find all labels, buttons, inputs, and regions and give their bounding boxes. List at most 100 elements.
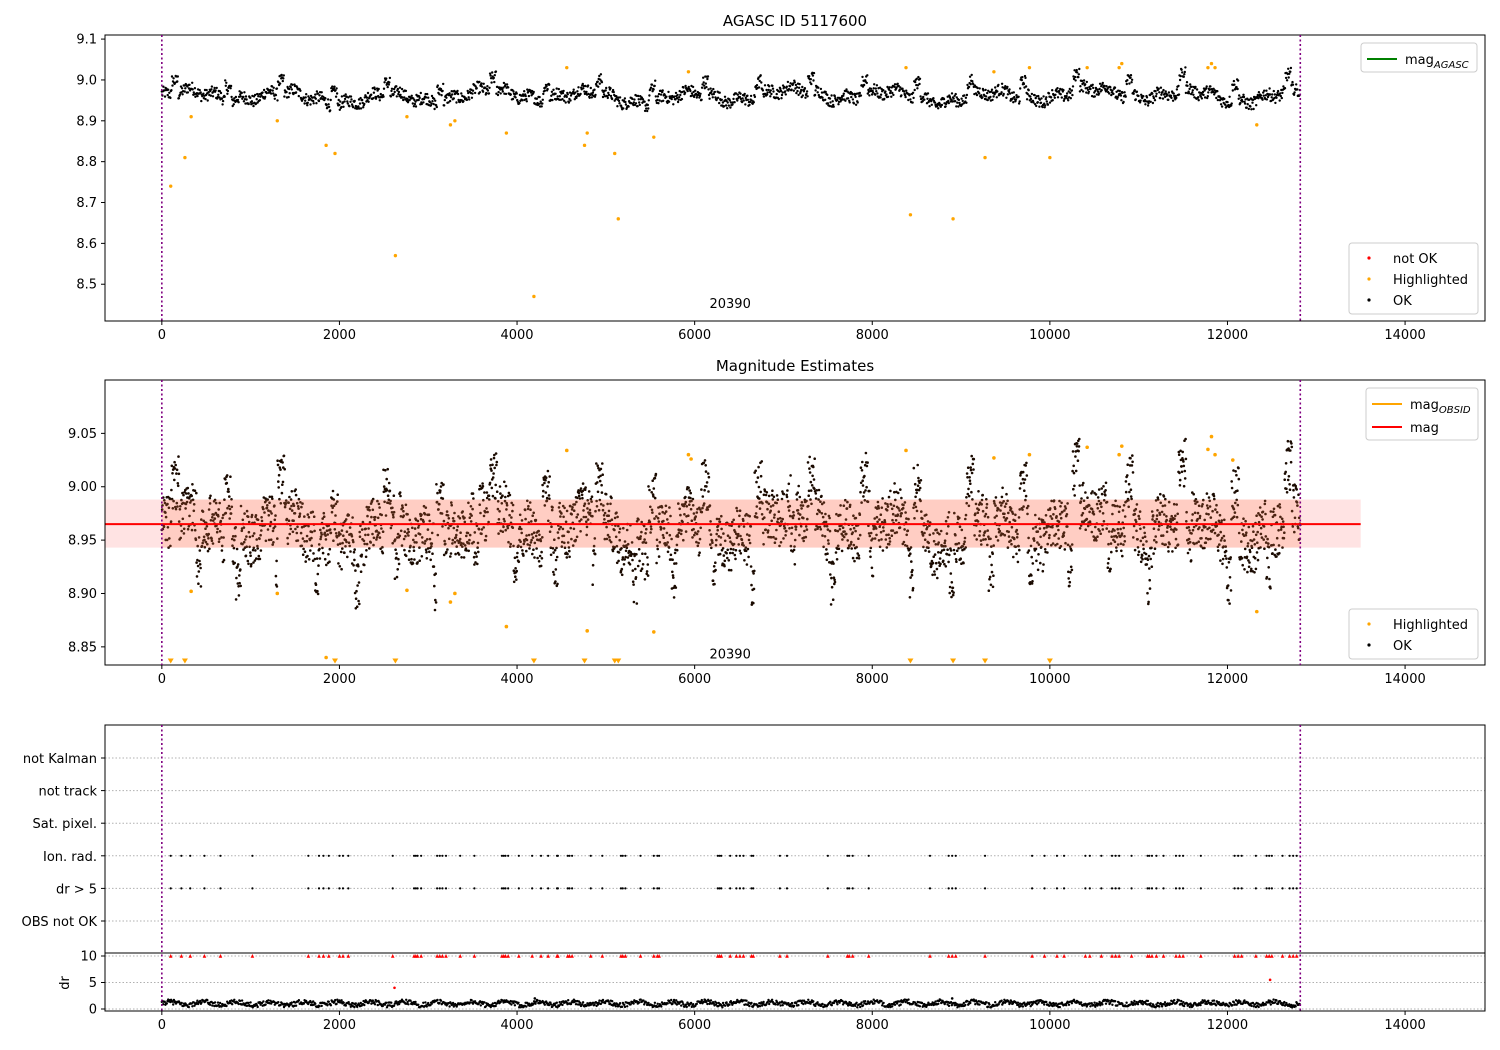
ok-point: [813, 487, 816, 491]
ok-point: [1120, 99, 1123, 102]
ok-point: [494, 452, 498, 455]
ok-point: [1082, 81, 1085, 85]
ok-point: [1232, 79, 1236, 83]
ytick-label-0-0: 8.5: [76, 278, 97, 293]
ok-point: [970, 73, 973, 77]
ok-point: [521, 549, 524, 552]
ok-point: [431, 552, 434, 555]
ok-point: [1243, 102, 1247, 105]
ok-point: [845, 88, 848, 91]
ok-point: [944, 105, 947, 108]
ok-point: [594, 93, 597, 97]
ok-point: [1119, 92, 1122, 96]
ok-point: [288, 495, 291, 499]
ok-point: [828, 97, 832, 100]
ok-point: [1197, 99, 1200, 102]
ok-point: [955, 560, 958, 563]
ok-point: [746, 98, 750, 102]
ok-point: [270, 512, 273, 515]
ok-point: [232, 546, 236, 550]
ok-point: [1259, 94, 1263, 97]
ok-point: [707, 88, 710, 91]
ok-point: [404, 503, 408, 507]
ok-point: [323, 531, 327, 535]
ok-point: [1018, 487, 1022, 490]
ok-point: [360, 553, 364, 557]
ok-point: [470, 514, 473, 517]
ok-point: [729, 547, 733, 551]
ok-point: [327, 553, 330, 556]
ok-point: [697, 554, 701, 557]
ok-point: [584, 486, 587, 489]
ok-point: [789, 474, 792, 477]
ok-point: [323, 98, 326, 102]
ok-point: [301, 553, 305, 556]
ok-point: [1022, 82, 1026, 86]
ok-point: [544, 476, 548, 480]
ok-point: [458, 516, 462, 520]
ok-point: [214, 89, 217, 92]
ok-point: [372, 97, 375, 100]
ok-point: [191, 498, 195, 502]
ok-point: [552, 551, 555, 554]
ok-point: [566, 93, 569, 96]
ok-point: [921, 100, 924, 103]
ok-point: [688, 489, 691, 492]
ok-point: [271, 529, 275, 533]
ok-point: [861, 460, 864, 464]
ok-point: [249, 564, 253, 568]
ok-point: [254, 549, 257, 552]
ok-point: [1092, 86, 1095, 90]
ok-point: [355, 605, 359, 608]
ok-point: [226, 89, 230, 93]
ok-point: [251, 534, 255, 538]
ok-point: [256, 92, 259, 96]
ok-point: [947, 101, 950, 105]
ok-point: [398, 534, 402, 538]
ok-point: [967, 85, 971, 89]
ok-point: [373, 88, 377, 91]
ok-point: [1115, 549, 1118, 553]
ok-point: [655, 561, 658, 565]
ok-point: [1103, 84, 1106, 88]
ok-point: [462, 556, 466, 559]
ok-point: [653, 476, 657, 480]
ok-point: [460, 556, 463, 559]
ok-point: [716, 96, 720, 100]
ok-point: [562, 99, 566, 103]
ok-point: [1153, 99, 1157, 102]
ok-point: [1188, 87, 1191, 91]
ok-point: [744, 103, 747, 106]
ok-point: [233, 97, 236, 100]
ok-point: [540, 550, 543, 554]
ok-point: [738, 549, 742, 553]
ok-point: [1213, 93, 1216, 96]
ok-point: [221, 516, 224, 520]
ok-point: [741, 97, 744, 100]
ok-point: [1036, 568, 1040, 572]
ok-point: [779, 89, 783, 93]
ok-point: [275, 87, 279, 90]
ok-point: [525, 549, 528, 553]
ok-point: [495, 92, 498, 95]
ok-point: [254, 557, 258, 560]
ok-point: [239, 504, 243, 508]
ok-point: [291, 530, 295, 534]
ok-point: [281, 79, 284, 83]
ok-point: [395, 95, 398, 98]
ok-point: [339, 533, 342, 536]
ok-point: [495, 490, 499, 494]
ok-point: [313, 557, 317, 561]
ok-point: [699, 92, 702, 96]
ok-point: [881, 549, 885, 552]
ok-point: [349, 95, 353, 98]
ok-point: [212, 513, 215, 516]
ok-point: [1069, 565, 1073, 569]
ok-point: [988, 577, 991, 581]
ok-point: [706, 77, 709, 81]
ok-point: [907, 98, 910, 102]
ok-point: [358, 102, 362, 105]
ok-point: [1220, 105, 1224, 108]
ok-point: [1104, 493, 1107, 497]
ok-point: [754, 469, 757, 473]
